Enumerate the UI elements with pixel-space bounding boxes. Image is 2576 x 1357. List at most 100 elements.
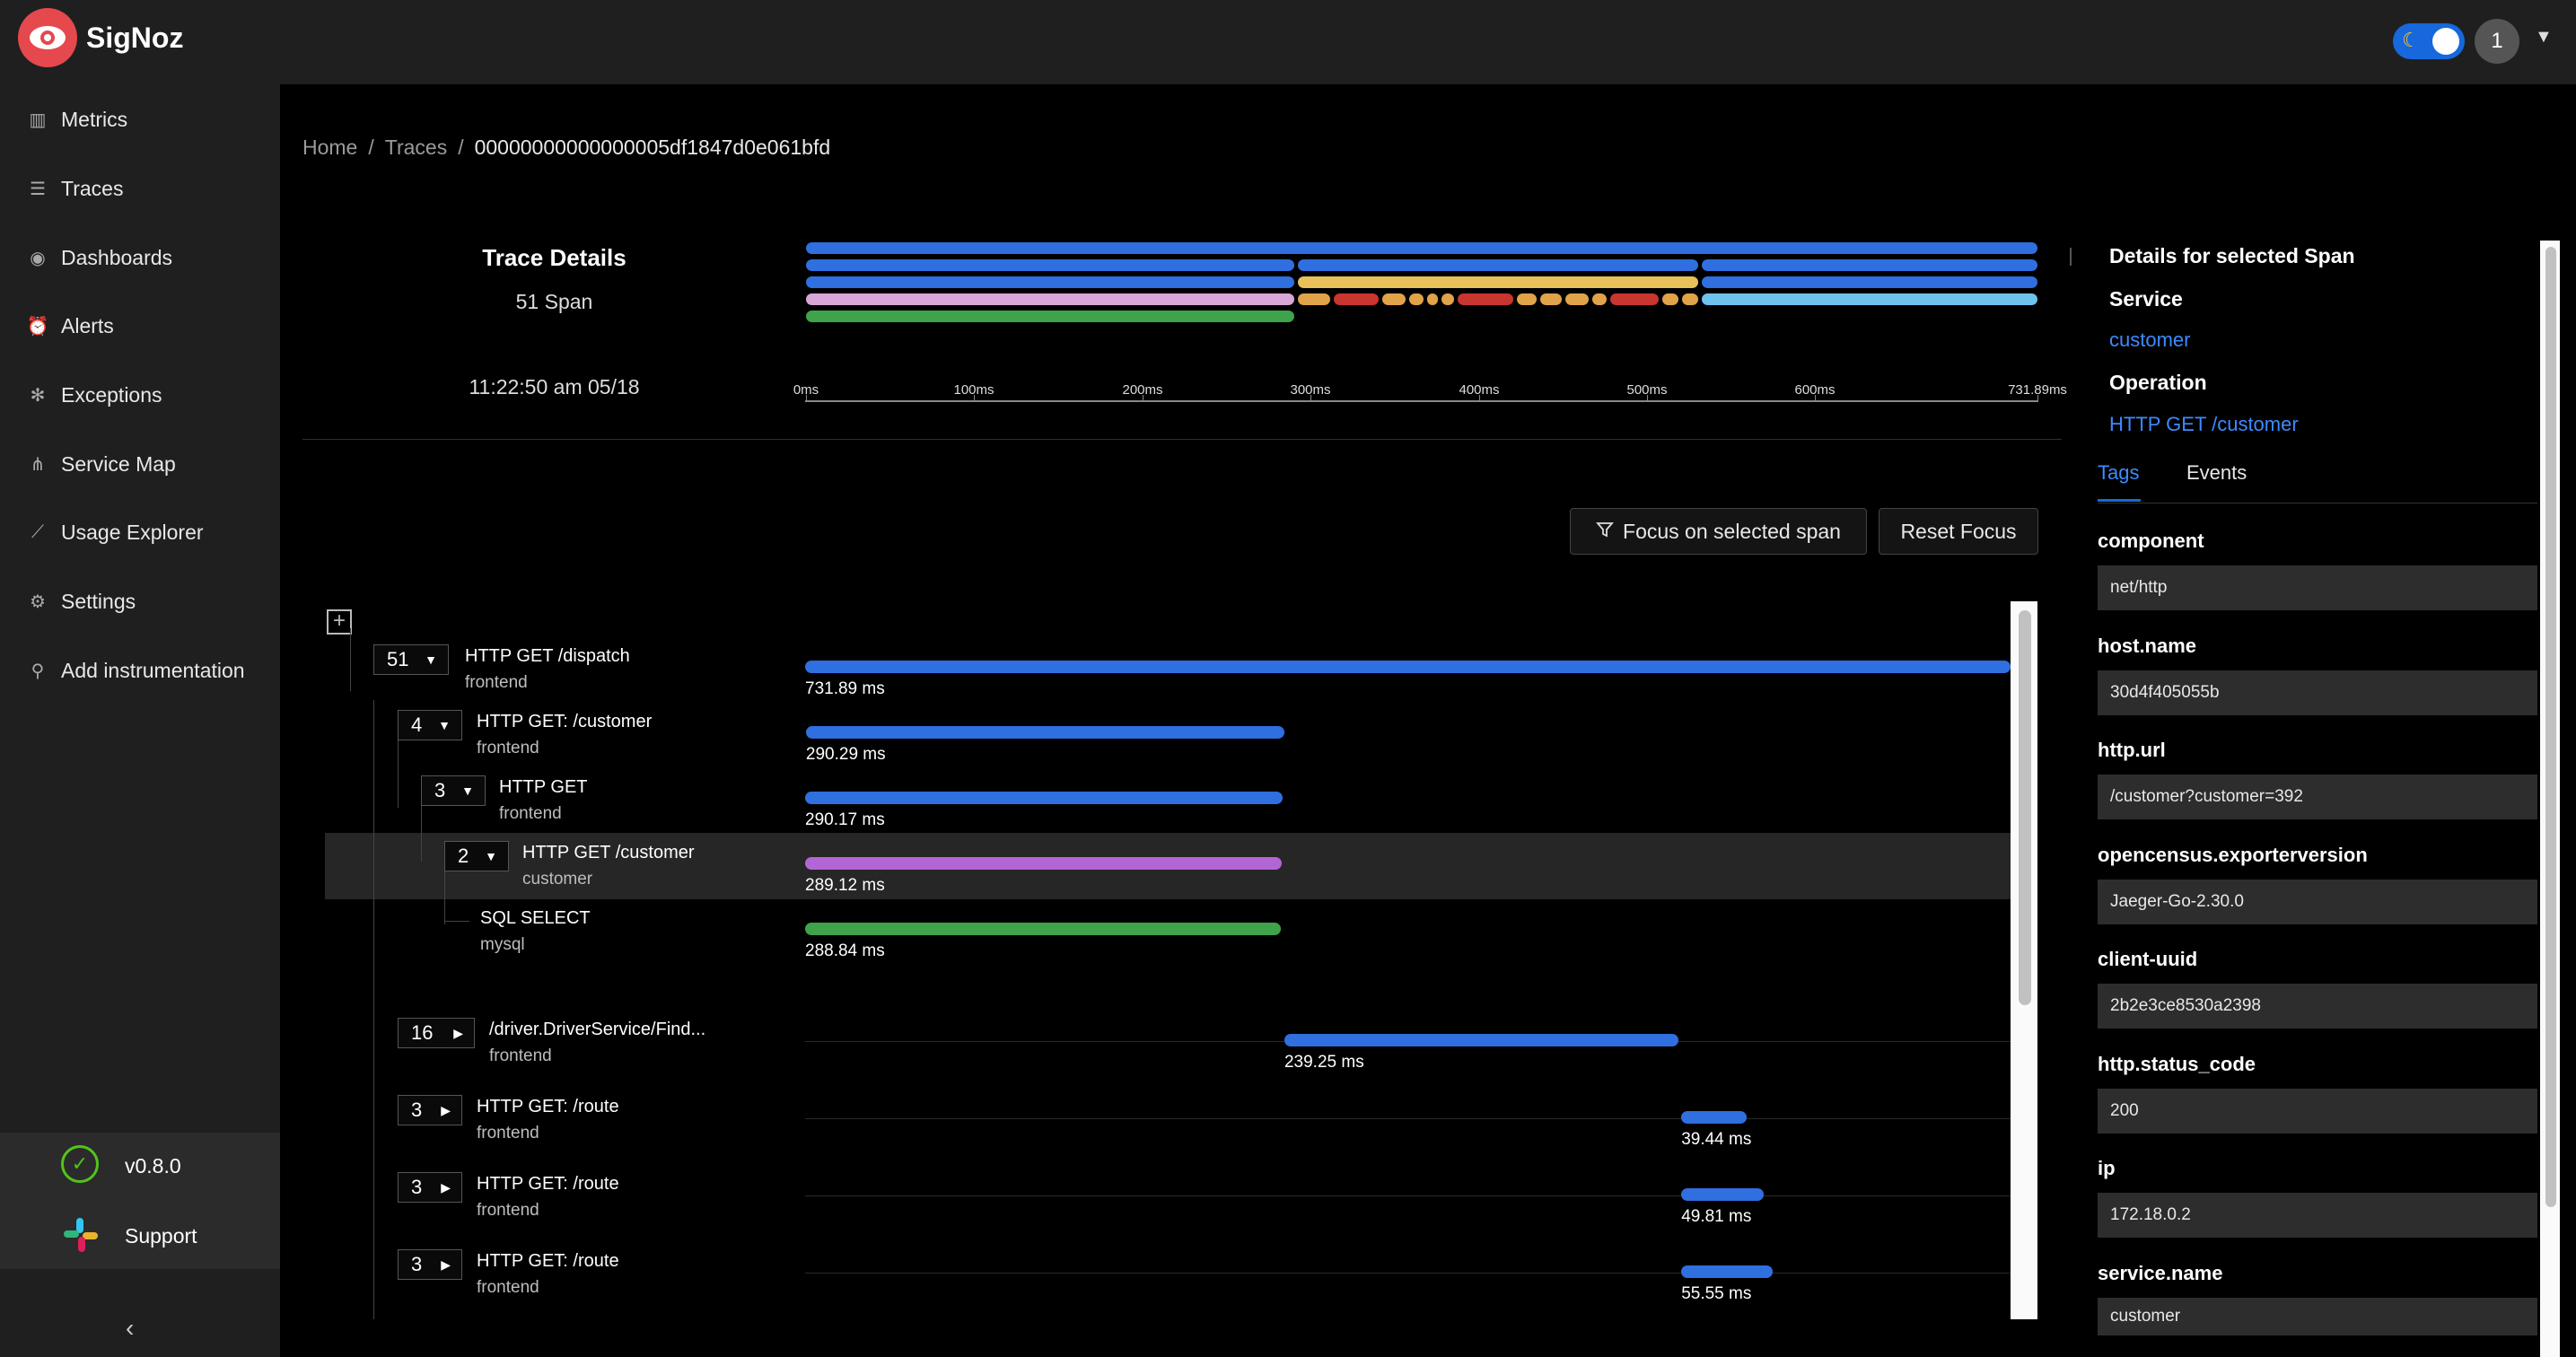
- span-duration-bar[interactable]: [805, 923, 1281, 935]
- tag-value[interactable]: /customer?customer=392: [2098, 775, 2537, 819]
- span-duration: 289.12 ms: [805, 876, 885, 895]
- dashboard-icon: ◉: [30, 248, 46, 268]
- flame-bar[interactable]: [1441, 293, 1454, 305]
- timeline-axis: [805, 400, 2037, 402]
- tag-value[interactable]: customer: [2098, 1297, 2537, 1335]
- tag-key: host.name: [2098, 634, 2197, 657]
- span-duration-bar[interactable]: [1681, 1188, 1764, 1201]
- tag-value[interactable]: 30d4f405055b: [2098, 670, 2537, 715]
- span-duration-bar[interactable]: [805, 661, 2011, 673]
- tag-value[interactable]: 172.18.0.2: [2098, 1193, 2537, 1238]
- span-children-toggle[interactable]: 51 ▼: [373, 644, 449, 675]
- service-value[interactable]: customer: [2109, 328, 2191, 351]
- flame-bar[interactable]: [1610, 293, 1659, 305]
- breadcrumb-trace-id: 00000000000000005df1847d0e061bfd: [474, 136, 831, 159]
- sidebar-item-service-map[interactable]: ⋔ Service Map: [0, 433, 280, 495]
- span-name[interactable]: HTTP GET: /route: [477, 1174, 619, 1194]
- user-avatar[interactable]: 1: [2475, 19, 2519, 64]
- tag-value[interactable]: 200: [2098, 1088, 2537, 1134]
- sidebar-item-label: Dashboards: [61, 245, 173, 269]
- details-scrollbar-thumb[interactable]: [2545, 247, 2556, 1207]
- tag-value[interactable]: Jaeger-Go-2.30.0: [2098, 879, 2537, 924]
- span-name[interactable]: SQL SELECT: [480, 908, 591, 928]
- span-name[interactable]: HTTP GET /customer: [522, 843, 695, 862]
- flame-bar[interactable]: [806, 259, 1294, 271]
- tag-key: client-uuid: [2098, 948, 2198, 970]
- breadcrumb-home[interactable]: Home: [302, 136, 358, 159]
- span-children-toggle[interactable]: 4 ▼: [398, 710, 462, 740]
- flame-bar[interactable]: [1298, 293, 1330, 305]
- flame-bar[interactable]: [1662, 293, 1678, 305]
- slack-icon[interactable]: [61, 1215, 101, 1255]
- tree-scrollbar-thumb[interactable]: [2019, 610, 2031, 1005]
- flame-bar[interactable]: [1382, 293, 1406, 305]
- sidebar-item-metrics[interactable]: ▥ Metrics: [0, 88, 280, 151]
- tag-value[interactable]: 2b2e3ce8530a2398: [2098, 984, 2537, 1029]
- span-children-toggle[interactable]: 3 ▶: [398, 1172, 462, 1203]
- span-name[interactable]: HTTP GET: /customer: [477, 712, 653, 731]
- chevron-left-icon[interactable]: ‹: [126, 1314, 135, 1342]
- tag-value[interactable]: net/http: [2098, 565, 2537, 610]
- flame-bar[interactable]: [806, 293, 1294, 305]
- flame-bar[interactable]: [1298, 276, 1698, 288]
- breadcrumb-traces[interactable]: Traces: [384, 136, 448, 159]
- flame-bar[interactable]: [1334, 293, 1379, 305]
- sidebar-item-settings[interactable]: ⚙ Settings: [0, 570, 280, 633]
- span-duration-bar[interactable]: [1681, 1265, 1774, 1278]
- span-duration-bar[interactable]: [805, 857, 1282, 870]
- span-children-toggle[interactable]: 16 ▶: [398, 1018, 475, 1048]
- signoz-logo-icon[interactable]: [18, 8, 77, 67]
- flame-bar[interactable]: [1409, 293, 1424, 305]
- sidebar-item-traces[interactable]: ☰ Traces: [0, 157, 280, 220]
- flame-bar[interactable]: [806, 311, 1294, 322]
- span-duration-bar[interactable]: [1284, 1034, 1678, 1046]
- flame-bar[interactable]: [1565, 293, 1589, 305]
- span-service: frontend: [465, 673, 528, 692]
- caret-down-icon: ▼: [461, 784, 474, 798]
- theme-toggle[interactable]: ☾: [2393, 23, 2465, 59]
- tick-label: 300ms: [1290, 382, 1331, 398]
- sidebar-item-alerts[interactable]: ⏰ Alerts: [0, 294, 280, 357]
- span-name[interactable]: HTTP GET: /route: [477, 1097, 619, 1116]
- span-duration-bar[interactable]: [805, 726, 1284, 739]
- sidebar-item-label: Alerts: [61, 313, 114, 337]
- tab-events[interactable]: Events: [2186, 461, 2247, 484]
- flame-bar[interactable]: [1682, 293, 1698, 305]
- flame-bar[interactable]: [1458, 293, 1513, 305]
- sidebar-item-usage-explorer[interactable]: ⟋ Usage Explorer: [0, 501, 280, 564]
- span-name[interactable]: HTTP GET: /route: [477, 1251, 619, 1271]
- span-children-toggle[interactable]: 2 ▼: [444, 841, 509, 871]
- span-duration-bar[interactable]: [1681, 1111, 1747, 1124]
- tab-tags[interactable]: Tags: [2098, 461, 2140, 484]
- flame-bar[interactable]: [1702, 276, 2037, 288]
- flame-bar[interactable]: [1427, 293, 1438, 305]
- span-children-toggle[interactable]: 3 ▶: [398, 1095, 462, 1125]
- flame-bar[interactable]: [806, 276, 1294, 288]
- caret-down-icon[interactable]: ▼: [2535, 27, 2553, 47]
- sidebar-item-add-instrumentation[interactable]: ⚲ Add instrumentation: [0, 639, 280, 702]
- flame-bar[interactable]: [1592, 293, 1607, 305]
- operation-value[interactable]: HTTP GET /customer: [2109, 413, 2299, 435]
- flame-bar[interactable]: [1298, 259, 1698, 271]
- reset-focus-button[interactable]: Reset Focus: [1879, 508, 2038, 555]
- span-name[interactable]: HTTP GET /dispatch: [465, 646, 630, 666]
- span-children-toggle[interactable]: 3 ▼: [421, 775, 486, 806]
- flame-bar[interactable]: [1517, 293, 1537, 305]
- flame-bar[interactable]: [1540, 293, 1562, 305]
- span-name[interactable]: /driver.DriverService/Find...: [489, 1020, 706, 1039]
- toggle-knob: [2432, 28, 2459, 55]
- support-link[interactable]: Support: [125, 1224, 197, 1248]
- span-duration-bar[interactable]: [805, 792, 1284, 804]
- expand-all-icon[interactable]: +: [327, 609, 352, 635]
- version-label[interactable]: v0.8.0: [125, 1154, 181, 1178]
- sidebar-item-exceptions[interactable]: ✻ Exceptions: [0, 363, 280, 426]
- focus-selected-span-button[interactable]: Focus on selected span: [1570, 508, 1867, 555]
- span-children-toggle[interactable]: 3 ▶: [398, 1249, 462, 1280]
- flame-bar[interactable]: [806, 242, 2037, 254]
- flame-bar[interactable]: [1702, 259, 2037, 271]
- flame-bar[interactable]: [1702, 293, 2037, 305]
- divider: [302, 439, 2062, 440]
- sidebar-item-dashboards[interactable]: ◉ Dashboards: [0, 226, 280, 289]
- app-name[interactable]: SigNoz: [86, 22, 184, 54]
- span-name[interactable]: HTTP GET: [499, 777, 588, 797]
